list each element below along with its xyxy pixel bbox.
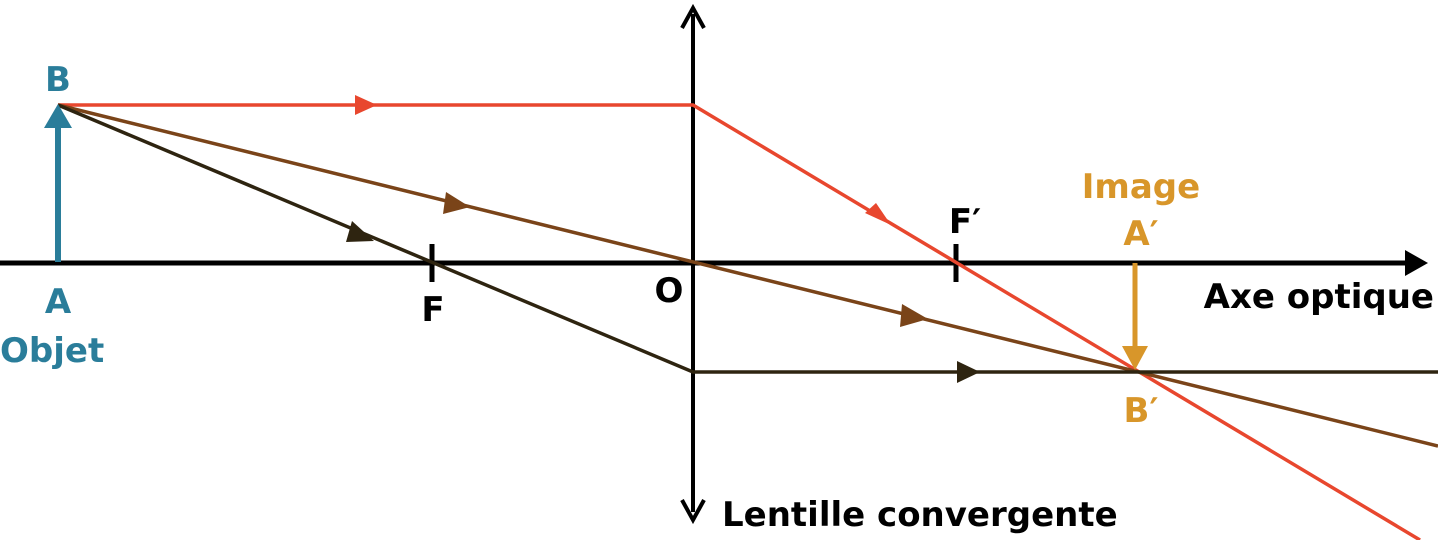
object-arrowhead <box>44 104 72 128</box>
ray-focal-arrow-2 <box>957 361 980 383</box>
label-point-a: A <box>45 282 72 322</box>
ray-parallel <box>58 103 1421 540</box>
lens-bottom-arrowhead <box>680 499 706 525</box>
lens-top-arrowhead <box>680 3 706 29</box>
label-lentille: Lentille convergente <box>722 495 1118 535</box>
label-point-f-prime: F′ <box>949 202 981 242</box>
label-point-a-prime: A′ <box>1123 214 1158 254</box>
label-point-b: B <box>45 60 71 100</box>
label-image: Image <box>1082 167 1200 207</box>
image-arrowhead <box>1122 346 1148 370</box>
label-point-o: O <box>655 271 684 311</box>
ray-center-arrow-1 <box>443 192 470 214</box>
label-point-f: F <box>421 290 444 330</box>
label-axe-optique: Axe optique <box>1204 277 1434 317</box>
label-objet: Objet <box>0 331 104 371</box>
ray-focal-arrow-1 <box>346 221 374 242</box>
label-point-b-prime: B′ <box>1124 391 1159 431</box>
ray-center-arrow-2 <box>900 304 928 327</box>
optical-axis-arrowhead <box>1405 250 1428 276</box>
ray-focal <box>57 103 1438 374</box>
ray-center <box>57 103 1438 448</box>
ray-parallel-arrow-2 <box>865 203 891 225</box>
ray-parallel-arrow-1 <box>355 95 377 115</box>
